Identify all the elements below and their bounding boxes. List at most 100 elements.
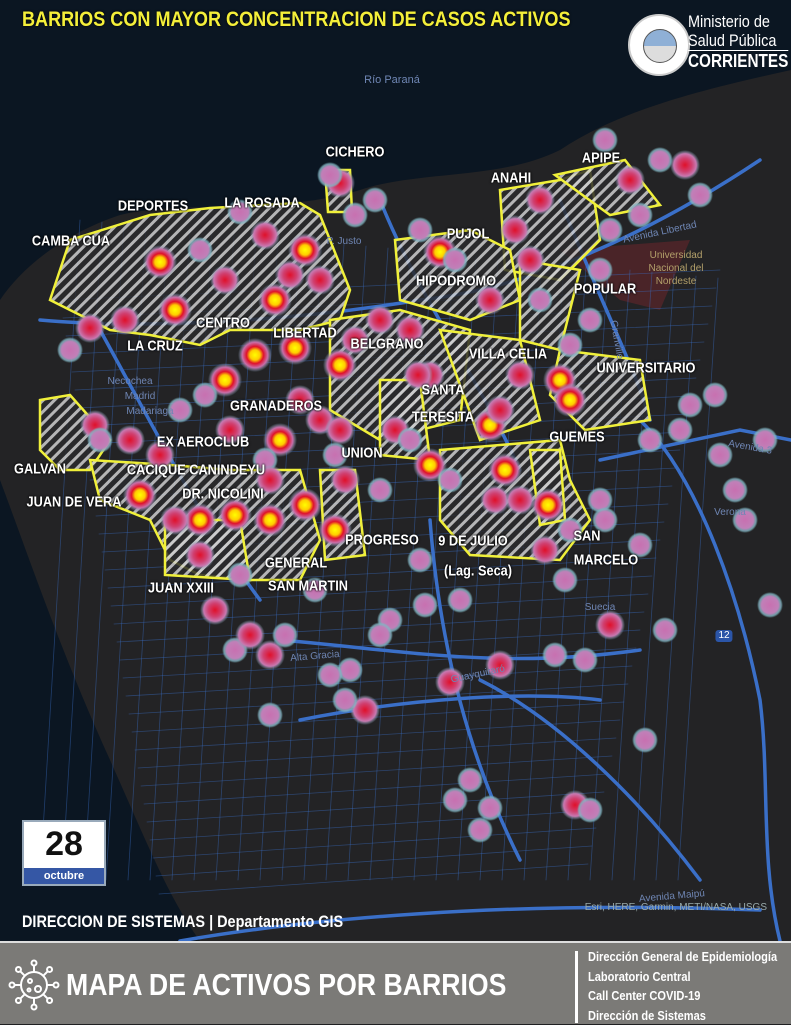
footer-credits: Dirección General de Epidemiología Labor… [588, 947, 777, 1025]
case-cluster-hotspot [557, 332, 583, 358]
case-cluster-hotspot [670, 150, 700, 180]
case-cluster-hotspot [447, 587, 473, 613]
case-cluster-hotspot [577, 797, 603, 823]
case-cluster-hotspot [325, 415, 355, 445]
barrio-label: LA ROSADA [224, 195, 299, 212]
footer-divider [575, 951, 578, 1023]
street-label: P. Justo [327, 236, 362, 248]
ministry-name: Ministerio de Salud Pública CORRIENTES [688, 12, 788, 71]
date-badge: 28 octubre [22, 820, 106, 886]
case-cluster-hotspot [87, 427, 113, 453]
case-cluster-hotspot [57, 337, 83, 363]
case-cluster-hotspot [365, 305, 395, 335]
barrio-label: TERESITA [412, 409, 474, 426]
case-cluster-hotspot [407, 217, 433, 243]
case-cluster-hotspot [757, 592, 783, 618]
barrio-label: VILLA CELIA [469, 346, 547, 363]
case-cluster-hotspot [192, 382, 218, 408]
case-cluster-hotspot [597, 217, 623, 243]
case-cluster-hotspot [652, 617, 678, 643]
case-cluster-hotspot [637, 427, 663, 453]
barrio-label: GUEMES [549, 429, 604, 446]
case-cluster-hotspot [275, 260, 305, 290]
street-label: Nordeste [656, 276, 697, 288]
route-shield: 12 [715, 630, 732, 642]
case-cluster-hotspot [553, 383, 587, 417]
heatmap-map[interactable] [0, 0, 791, 941]
case-cluster-hotspot [647, 147, 673, 173]
barrio-label: PROGRESO [345, 532, 419, 549]
case-cluster-hotspot [257, 702, 283, 728]
barrio-label: HIPODROMO [416, 273, 496, 290]
case-cluster-hotspot [505, 360, 535, 390]
case-cluster-hotspot [218, 498, 252, 532]
barrio-label: JUAN XXIII [148, 580, 214, 597]
case-cluster-hotspot [272, 622, 298, 648]
street-label: Necochea [107, 376, 152, 388]
case-cluster-hotspot [488, 453, 522, 487]
case-cluster-hotspot [110, 305, 140, 335]
case-cluster-hotspot [330, 465, 360, 495]
street-label: Madariaga [126, 406, 173, 418]
virus-icon [8, 959, 60, 1011]
barrio-label: APIPE [582, 150, 620, 167]
barrio-label: EX AEROCLUB [157, 434, 249, 451]
barrio-label: SAN MARTIN [268, 578, 348, 595]
case-cluster-hotspot [158, 293, 192, 327]
barrio-label: SANTA [422, 382, 465, 399]
date-day: 28 [24, 822, 104, 866]
case-cluster-hotspot [200, 595, 230, 625]
barrio-label: GRANADEROS [230, 398, 322, 415]
case-cluster-hotspot [525, 185, 555, 215]
case-cluster-hotspot [210, 265, 240, 295]
case-cluster-hotspot [412, 592, 438, 618]
case-cluster-hotspot [227, 562, 253, 588]
case-cluster-hotspot [587, 257, 613, 283]
case-cluster-hotspot [527, 287, 553, 313]
barrio-label: SAN [574, 528, 601, 545]
case-cluster-hotspot [407, 547, 433, 573]
barrio-label: LIBERTAD [273, 325, 337, 342]
case-cluster-hotspot [531, 488, 565, 522]
case-cluster-hotspot [667, 417, 693, 443]
case-cluster-hotspot [160, 505, 190, 535]
barrio-label: PUJOL [447, 226, 490, 243]
case-cluster-hotspot [367, 477, 393, 503]
barrio-label: POPULAR [574, 281, 636, 298]
ministry-line1: Ministerio de [688, 12, 788, 31]
case-cluster-hotspot [317, 162, 343, 188]
case-cluster-hotspot [677, 392, 703, 418]
street-label: Nacional del [648, 263, 703, 275]
case-cluster-hotspot [572, 647, 598, 673]
street-label: Verona [714, 507, 746, 519]
street-label: Madrid [125, 391, 156, 403]
case-cluster-hotspot [577, 307, 603, 333]
case-cluster-hotspot [397, 427, 423, 453]
case-cluster-hotspot [185, 540, 215, 570]
case-cluster-hotspot [467, 817, 493, 843]
footer-line: Laboratorio Central [588, 967, 777, 987]
case-cluster-hotspot [75, 313, 105, 343]
footer-line: Dirección de Sistemas [588, 1006, 777, 1025]
case-cluster-hotspot [115, 425, 145, 455]
case-cluster-hotspot [317, 662, 343, 688]
barrio-label: GALVAN [14, 461, 66, 478]
case-cluster-hotspot [437, 467, 463, 493]
case-cluster-hotspot [253, 503, 287, 537]
case-cluster-hotspot [627, 202, 653, 228]
case-cluster-hotspot [615, 165, 645, 195]
case-cluster-hotspot [505, 485, 535, 515]
map-title: BARRIOS CON MAYOR CONCENTRACION DE CASOS… [22, 8, 571, 32]
case-cluster-hotspot [123, 478, 157, 512]
barrio-label: GENERAL [265, 555, 327, 572]
case-cluster-hotspot [332, 687, 358, 713]
case-cluster-hotspot [187, 237, 213, 263]
department-label: DIRECCION DE SISTEMAS | Departamento GIS [22, 912, 343, 932]
barrio-label: DEPORTES [118, 198, 188, 215]
case-cluster-hotspot [595, 610, 625, 640]
case-cluster-hotspot [367, 622, 393, 648]
footer-line: Call Center COVID-19 [588, 986, 777, 1006]
case-cluster-hotspot [632, 727, 658, 753]
case-cluster-hotspot [530, 535, 560, 565]
barrio-label: (Lag. Seca) [444, 563, 512, 580]
